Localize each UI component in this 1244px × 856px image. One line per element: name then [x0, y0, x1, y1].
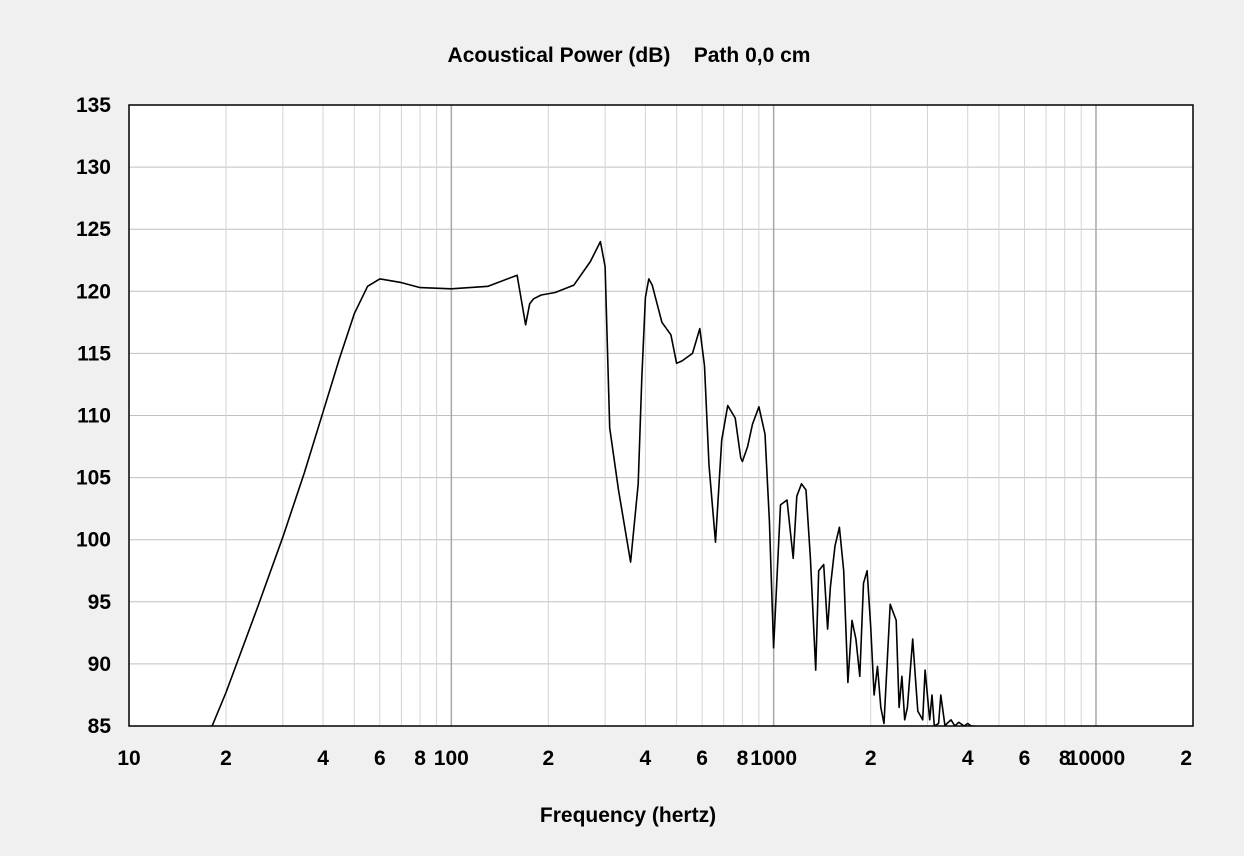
x-tick-label: 1000	[750, 747, 797, 770]
plot-frame	[128, 104, 1194, 727]
series-line-1	[201, 240, 975, 726]
x-tick-label: 8	[414, 747, 426, 770]
y-tick-label: 105	[76, 467, 111, 490]
x-tick-label: 8	[1059, 747, 1071, 770]
x-tick-label: 8	[737, 747, 749, 770]
x-tick-label: 2	[1180, 747, 1192, 770]
grid-lines	[129, 104, 1193, 727]
x-tick-label: 2	[543, 747, 555, 770]
y-tick-label: 135	[76, 94, 111, 117]
y-tick-label: 95	[88, 591, 112, 614]
y-tick-label: 85	[88, 715, 112, 738]
y-tick-label: 120	[76, 280, 111, 303]
chart-title: Acoustical Power (dB) Path 0,0 cm	[448, 44, 811, 67]
y-tick-label: 125	[76, 218, 111, 241]
y-tick-label: 115	[77, 342, 111, 365]
x-tick-label: 4	[962, 747, 974, 770]
x-tick-label: 10	[117, 747, 140, 770]
x-tick-label: 2	[220, 747, 232, 770]
x-tick-label: 6	[374, 747, 386, 770]
x-tick-label: 2	[865, 747, 877, 770]
x-tick-label: 100	[434, 747, 469, 770]
y-tick-label: 90	[88, 653, 111, 676]
y-tick-labels: 135 130 125 120 115 110 105 100 95 90 85	[76, 94, 111, 738]
x-tick-label: 10000	[1067, 747, 1125, 770]
x-tick-label: 4	[317, 747, 329, 770]
y-tick-label: 100	[76, 529, 111, 552]
y-tick-label: 130	[76, 156, 111, 179]
x-tick-label: 6	[1019, 747, 1031, 770]
x-tick-label: 4	[640, 747, 652, 770]
series-layer	[201, 240, 975, 726]
x-tick-label: 6	[696, 747, 708, 770]
x-axis-label: Frequency (hertz)	[540, 804, 716, 827]
y-tick-label: 110	[77, 405, 111, 428]
